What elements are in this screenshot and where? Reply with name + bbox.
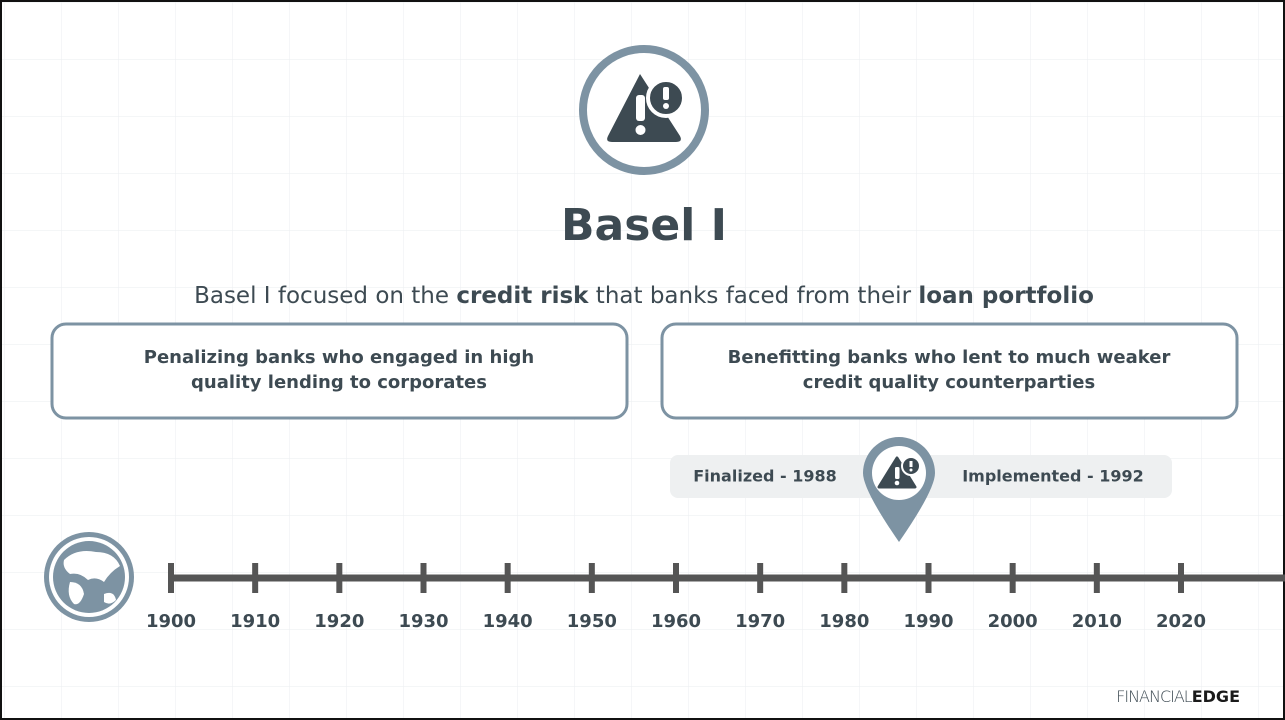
- year-label: 1930: [398, 611, 448, 632]
- title: Basel I: [561, 200, 727, 251]
- logo-light: FINANCIAL: [1116, 687, 1193, 706]
- tick: [757, 563, 764, 593]
- pin-marker: [863, 437, 935, 542]
- box-text: quality lending to corporates: [191, 372, 487, 393]
- box-text: Penalizing banks who engaged in high: [144, 347, 534, 368]
- year-label: 1910: [230, 611, 280, 632]
- subtitle: Basel I focused on the credit risk that …: [194, 283, 1094, 309]
- tick: [1093, 563, 1100, 593]
- box-text: credit quality counterparties: [803, 372, 1095, 393]
- tick: [252, 563, 259, 593]
- subtitle-part: credit risk: [456, 283, 589, 309]
- tick: [1009, 563, 1016, 593]
- logo: FINANCIALEDGE: [1116, 687, 1240, 706]
- box: [50, 322, 629, 420]
- box: [660, 322, 1239, 420]
- tick: [1178, 563, 1184, 593]
- year-label: 1960: [651, 611, 701, 632]
- tick: [336, 563, 343, 593]
- year-label: 1990: [903, 611, 953, 632]
- box-text: Benefitting banks who lent to much weake…: [728, 347, 1171, 368]
- year-label: 1900: [146, 611, 196, 632]
- pin-label: Implemented - 1992: [962, 467, 1144, 486]
- tick: [925, 563, 932, 593]
- year-label: 2010: [1072, 611, 1122, 632]
- subtitle-part: Basel I focused on the: [194, 283, 456, 309]
- year-label: 1940: [483, 611, 533, 632]
- year-label: 1980: [819, 611, 869, 632]
- pin-label: Finalized - 1988: [693, 467, 837, 486]
- tick: [168, 563, 174, 593]
- subtitle-part: that banks faced from their: [588, 283, 918, 309]
- year-label: 1920: [314, 611, 364, 632]
- subtitle-part: loan portfolio: [918, 283, 1094, 309]
- tick: [420, 563, 427, 593]
- tick: [841, 563, 848, 593]
- year-label: 2020: [1156, 611, 1206, 632]
- year-label: 2000: [988, 611, 1038, 632]
- tick: [673, 563, 679, 593]
- year-label: 1970: [735, 611, 785, 632]
- tick: [588, 563, 595, 593]
- logo-bold: EDGE: [1192, 687, 1240, 706]
- warning-icon: [579, 45, 709, 175]
- year-label: 1950: [567, 611, 617, 632]
- tick: [504, 563, 511, 593]
- globe-icon: [44, 532, 134, 622]
